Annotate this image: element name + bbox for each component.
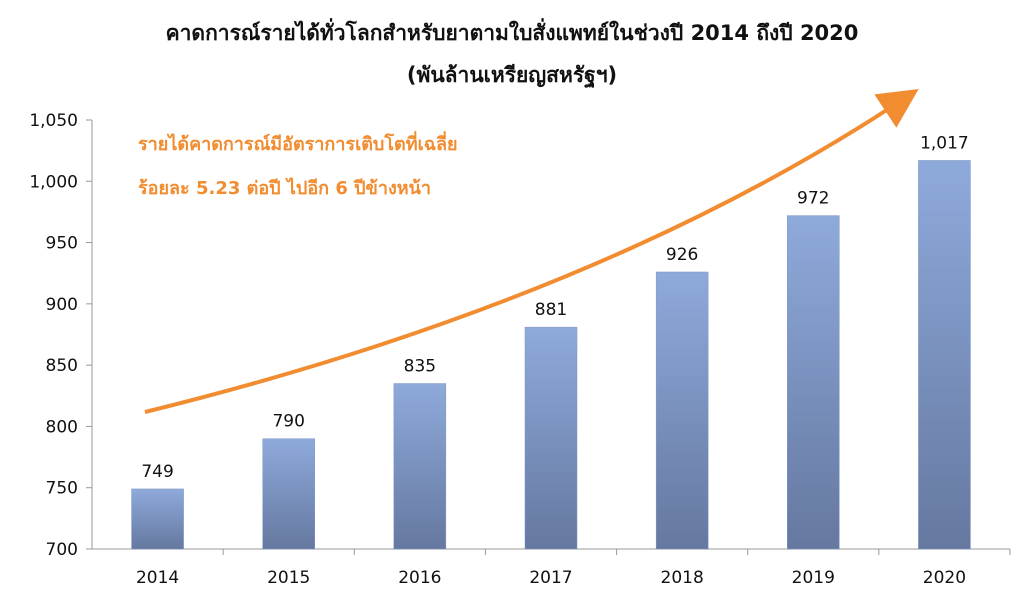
bar (524, 326, 578, 550)
y-tick-label: 900 (46, 295, 78, 315)
y-tick-label: 850 (46, 356, 78, 376)
axes: 700 750 800 850 900 950 1,000 1,050 2014 2015 2016… (29, 111, 1011, 588)
annotation-line-2: ร้อยละ 5.23 ต่อปี ไปอีก 6 ปีข้างหน้า (138, 177, 431, 199)
bar-value-label: 790 (272, 412, 304, 432)
x-tick-label: 2020 (923, 568, 966, 588)
x-tick-label: 2017 (529, 568, 572, 588)
bar (393, 383, 447, 550)
chart-subtitle: (พันล้านเหรียญสหรัฐฯ) (407, 63, 617, 89)
y-tick-label: 950 (46, 234, 78, 254)
bar (918, 160, 971, 550)
y-tick-label: 700 (46, 540, 78, 560)
y-tick-label: 1,000 (29, 172, 78, 192)
bar-value-label: 926 (666, 245, 698, 265)
bar-value-label: 881 (535, 300, 567, 320)
bar (655, 271, 709, 550)
bar-value-label: 1,017 (920, 133, 969, 153)
chart-title: คาดการณ์รายได้ทั่วโลกสำหรับยาตามใบสั่งแพ… (166, 17, 859, 45)
bars (131, 160, 971, 550)
x-tick-label: 2014 (136, 568, 179, 588)
bar (787, 215, 840, 550)
annotation-line-1: รายได้คาดการณ์มีอัตราการเติบโตที่เฉลี่ย (138, 131, 458, 155)
x-tick-label: 2018 (661, 568, 704, 588)
y-tick-label: 800 (46, 417, 78, 437)
y-tick-label: 1,050 (29, 111, 78, 131)
bar-value-label: 835 (404, 357, 436, 377)
bar (131, 488, 184, 550)
x-tick-label: 2015 (267, 568, 310, 588)
x-tick-label: 2016 (398, 568, 441, 588)
growth-trend-arrow (144, 88, 919, 414)
bar-value-label: 972 (797, 189, 829, 209)
bar-value-label: 749 (141, 462, 173, 482)
bar (262, 438, 315, 550)
x-tick-label: 2019 (792, 568, 835, 588)
y-tick-label: 750 (46, 479, 78, 499)
data-labels: 749 790 835 881 926 972 1,017 (141, 133, 968, 481)
